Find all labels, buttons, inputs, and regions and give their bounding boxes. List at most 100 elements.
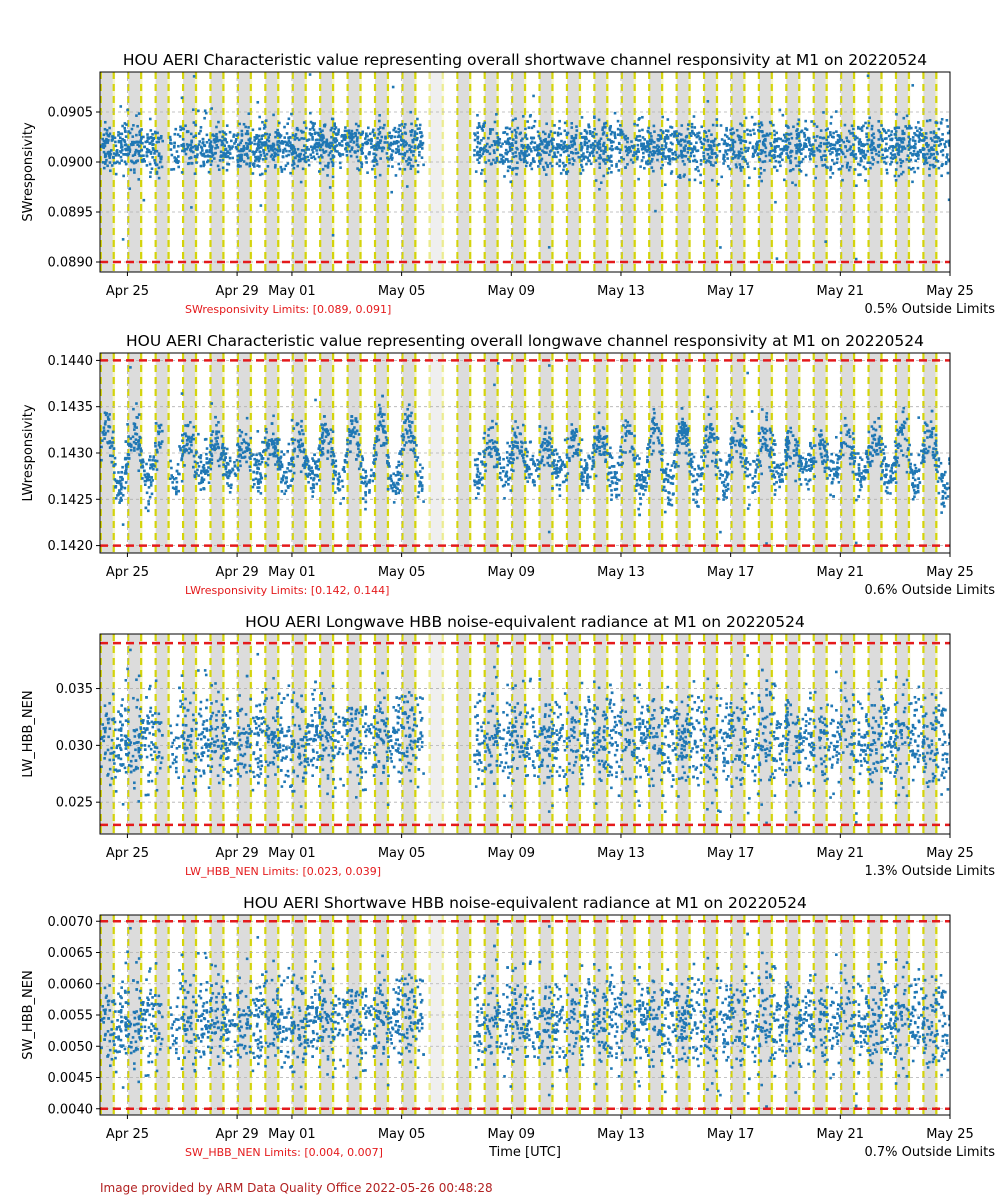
- data-point: [161, 139, 165, 143]
- data-point: [276, 153, 280, 157]
- data-point: [476, 113, 479, 117]
- data-point: [820, 158, 824, 162]
- data-point: [316, 145, 320, 149]
- data-point: [300, 137, 303, 140]
- data-point: [925, 161, 929, 165]
- data-point: [604, 126, 607, 129]
- data-point: [335, 144, 339, 147]
- data-point: [408, 420, 411, 423]
- data-point: [131, 435, 135, 439]
- data-point: [871, 156, 874, 159]
- data-point: [772, 482, 776, 486]
- data-point: [213, 157, 216, 160]
- data-point: [860, 144, 863, 147]
- data-point: [666, 129, 670, 133]
- data-point: [538, 460, 541, 464]
- data-point: [706, 153, 710, 156]
- data-point: [831, 143, 835, 147]
- data-point: [577, 443, 581, 446]
- data-point: [407, 156, 411, 159]
- data-point: [909, 168, 913, 171]
- data-point: [503, 160, 506, 163]
- data-point: [227, 162, 231, 166]
- data-point: [600, 149, 603, 152]
- data-point: [407, 414, 411, 418]
- data-point: [836, 458, 840, 461]
- data-point: [319, 130, 323, 134]
- day-night-shading: [73, 72, 950, 272]
- data-point: [944, 470, 947, 474]
- data-point: [908, 159, 911, 163]
- data-point: [506, 139, 510, 142]
- data-point: [484, 144, 488, 148]
- data-point: [135, 432, 139, 436]
- data-point: [884, 149, 887, 153]
- data-point: [624, 419, 628, 422]
- data-point: [609, 124, 612, 128]
- night-band: [347, 72, 360, 272]
- data-point: [667, 502, 670, 506]
- data-point: [837, 153, 841, 156]
- data-point: [372, 128, 375, 132]
- data-point: [715, 154, 719, 157]
- data-point: [210, 452, 213, 456]
- data-point: [521, 146, 525, 150]
- data-point: [543, 441, 547, 445]
- data-point: [845, 433, 848, 437]
- data-point: [688, 160, 692, 163]
- data-point: [110, 139, 114, 142]
- data-point: [692, 492, 695, 496]
- data-point: [370, 146, 373, 149]
- data-point: [373, 156, 377, 160]
- data-point: [768, 437, 772, 441]
- data-point: [758, 175, 761, 179]
- data-point: [734, 163, 738, 166]
- data-point: [412, 447, 416, 451]
- data-point: [725, 129, 728, 132]
- data-point: [579, 142, 583, 146]
- night-band: [73, 72, 85, 272]
- data-point: [848, 445, 851, 449]
- data-point: [346, 442, 349, 446]
- data-point: [220, 139, 224, 143]
- data-point: [909, 453, 913, 456]
- data-point: [149, 175, 152, 179]
- data-point: [743, 130, 746, 133]
- data-point: [894, 450, 898, 453]
- data-point: [688, 178, 691, 182]
- data-point: [592, 462, 595, 465]
- data-point: [726, 142, 729, 146]
- data-point: [566, 131, 570, 135]
- data-point: [624, 166, 627, 169]
- data-point: [737, 156, 740, 160]
- data-point: [354, 132, 357, 135]
- data-point: [739, 135, 743, 139]
- data-point: [136, 159, 139, 162]
- data-point: [505, 126, 509, 130]
- data-point: [186, 130, 190, 133]
- data-point: [320, 154, 323, 157]
- data-point: [106, 151, 110, 154]
- data-point: [946, 171, 950, 175]
- data-point: [725, 496, 728, 499]
- data-point: [877, 138, 881, 141]
- data-point: [661, 459, 664, 462]
- data-point: [304, 459, 307, 463]
- data-point: [135, 402, 138, 405]
- data-point: [902, 145, 906, 149]
- data-point: [377, 128, 380, 131]
- data-point: [277, 144, 281, 148]
- data-point: [530, 126, 534, 130]
- data-point: [303, 461, 307, 465]
- data-point: [117, 153, 120, 157]
- data-point: [699, 163, 703, 166]
- data-point: [522, 151, 525, 155]
- data-point: [252, 153, 255, 156]
- data-point: [551, 155, 555, 159]
- data-point: [756, 465, 759, 469]
- data-point: [476, 467, 479, 471]
- data-point: [769, 446, 773, 450]
- data-point: [646, 162, 650, 166]
- data-point: [779, 480, 782, 483]
- data-point: [186, 145, 190, 149]
